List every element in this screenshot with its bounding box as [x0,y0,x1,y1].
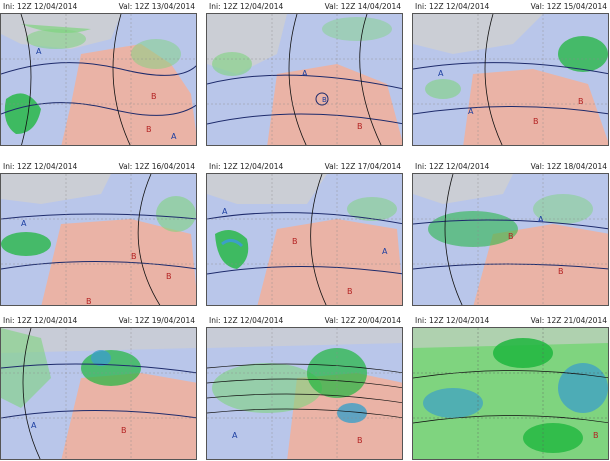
map-label: B [121,426,127,435]
forecast-map: A B B B [0,173,197,306]
forecast-panel-7: Ini: 12Z 12/04/2014 Val: 12Z 19/04/2014 … [0,314,197,461]
panel-header: Ini: 12Z 12/04/2014 Val: 12Z 19/04/2014 [0,314,197,327]
init-time: Ini: 12Z 12/04/2014 [415,162,490,171]
valid-time: Val: 12Z 15/04/2014 [530,2,607,11]
map-label: A [21,219,27,228]
panel-header: Ini: 12Z 12/04/2014 Val: 12Z 14/04/2014 [206,0,403,13]
forecast-map: B A B [206,13,403,146]
init-time: Ini: 12Z 12/04/2014 [209,162,284,171]
init-time: Ini: 12Z 12/04/2014 [3,316,78,325]
valid-time: Val: 12Z 13/04/2014 [118,2,195,11]
valid-time: Val: 12Z 20/04/2014 [324,316,401,325]
init-time: Ini: 12Z 12/04/2014 [415,2,490,11]
map-label: B [322,96,327,104]
forecast-panel-1: Ini: 12Z 12/04/2014 Val: 12Z 13/04/2014 … [0,0,197,147]
map-label: B [86,297,92,306]
init-time: Ini: 12Z 12/04/2014 [3,162,78,171]
map-label: A [382,247,388,256]
map-label: A [171,132,177,141]
map-label: B [558,267,564,276]
forecast-panel-6: Ini: 12Z 12/04/2014 Val: 12Z 18/04/2014 … [412,160,609,307]
map-label: B [533,117,539,126]
panel-header: Ini: 12Z 12/04/2014 Val: 12Z 15/04/2014 [412,0,609,13]
init-time: Ini: 12Z 12/04/2014 [415,316,490,325]
map-label: B [131,252,137,261]
map-label: B [166,272,172,281]
forecast-map: A B B A [0,13,197,146]
valid-time: Val: 12Z 14/04/2014 [324,2,401,11]
init-time: Ini: 12Z 12/04/2014 [209,2,284,11]
forecast-map: B A [0,327,197,460]
map-label: B [593,431,599,440]
forecast-map: B A B [412,173,609,306]
valid-time: Val: 12Z 16/04/2014 [118,162,195,171]
map-label: A [222,207,228,216]
forecast-map: A A B B [412,13,609,146]
map-label: B [292,237,298,246]
map-label: A [438,69,444,78]
map-label: B [357,436,363,445]
init-time: Ini: 12Z 12/04/2014 [209,316,284,325]
map-label: B [347,287,353,296]
forecast-panel-2: Ini: 12Z 12/04/2014 Val: 12Z 14/04/2014 … [206,0,403,147]
forecast-map: B [412,327,609,460]
forecast-map: B A [206,327,403,460]
forecast-panel-5: Ini: 12Z 12/04/2014 Val: 12Z 17/04/2014 … [206,160,403,307]
forecast-panel-3: Ini: 12Z 12/04/2014 Val: 12Z 15/04/2014 … [412,0,609,147]
panel-header: Ini: 12Z 12/04/2014 Val: 12Z 17/04/2014 [206,160,403,173]
map-label: A [302,69,308,78]
map-label: B [151,92,157,101]
map-label: A [31,421,37,430]
forecast-panel-8: Ini: 12Z 12/04/2014 Val: 12Z 20/04/2014 … [206,314,403,461]
panel-header: Ini: 12Z 12/04/2014 Val: 12Z 20/04/2014 [206,314,403,327]
map-label: A [468,107,474,116]
map-label: A [232,431,238,440]
map-label: B [508,232,514,241]
valid-time: Val: 12Z 18/04/2014 [530,162,607,171]
map-label: B [578,97,584,106]
forecast-panel-9: Ini: 12Z 12/04/2014 Val: 12Z 21/04/2014 … [412,314,609,461]
init-time: Ini: 12Z 12/04/2014 [3,2,78,11]
panel-header: Ini: 12Z 12/04/2014 Val: 12Z 18/04/2014 [412,160,609,173]
map-label: A [538,215,544,224]
panel-header: Ini: 12Z 12/04/2014 Val: 12Z 16/04/2014 [0,160,197,173]
map-label: A [36,47,42,56]
valid-time: Val: 12Z 19/04/2014 [118,316,195,325]
valid-time: Val: 12Z 17/04/2014 [324,162,401,171]
forecast-map: A B B A [206,173,403,306]
forecast-panel-4: Ini: 12Z 12/04/2014 Val: 12Z 16/04/2014 … [0,160,197,307]
panel-header: Ini: 12Z 12/04/2014 Val: 12Z 21/04/2014 [412,314,609,327]
panel-header: Ini: 12Z 12/04/2014 Val: 12Z 13/04/2014 [0,0,197,13]
valid-time: Val: 12Z 21/04/2014 [530,316,607,325]
map-label: B [146,125,152,134]
map-label: B [357,122,363,131]
